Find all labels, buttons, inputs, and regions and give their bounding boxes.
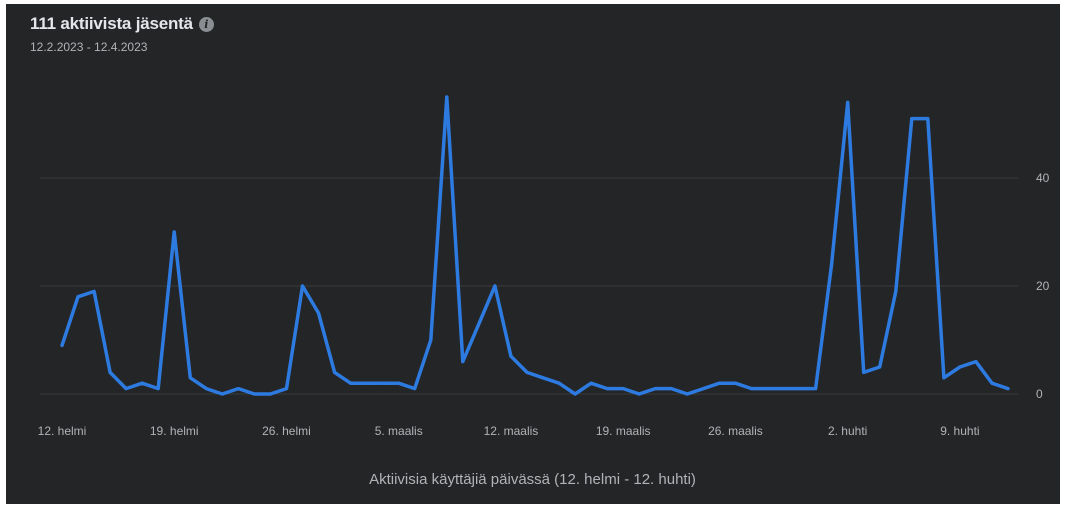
chart-header: 111 aktiivista jäsentä i — [30, 14, 214, 34]
data-point — [605, 387, 609, 391]
data-point — [701, 387, 705, 391]
data-point — [92, 289, 96, 293]
data-point — [349, 381, 353, 385]
data-point — [782, 387, 785, 391]
series-line-0 — [60, 95, 1010, 396]
x-tick-label: 19. maalis — [596, 424, 651, 438]
data-point — [413, 387, 417, 391]
data-point — [862, 370, 866, 374]
data-point — [461, 360, 465, 364]
data-point — [766, 387, 769, 391]
data-point — [974, 360, 978, 364]
data-point — [220, 392, 224, 396]
data-point — [429, 338, 433, 342]
data-point — [990, 381, 994, 385]
data-point — [798, 387, 802, 391]
x-tick-label: 19. helmi — [150, 424, 199, 438]
chart-title: 111 aktiivista jäsentä — [30, 14, 193, 33]
data-point — [188, 376, 192, 380]
y-tick-label: 0 — [1036, 387, 1043, 401]
data-point — [926, 117, 930, 121]
data-point — [637, 392, 641, 396]
data-point — [76, 295, 80, 299]
y-tick-label: 40 — [1036, 171, 1050, 185]
data-point — [509, 354, 513, 358]
data-point — [814, 387, 818, 391]
data-point — [333, 370, 337, 374]
x-tick-label: 26. helmi — [262, 424, 311, 438]
data-point — [830, 262, 834, 266]
data-point — [172, 230, 176, 234]
data-point — [285, 387, 288, 391]
data-point — [445, 95, 449, 99]
data-point — [365, 381, 369, 385]
data-point — [140, 381, 144, 385]
x-tick-label: 5. maalis — [375, 424, 423, 438]
data-point — [942, 376, 946, 380]
data-point — [236, 387, 240, 391]
data-point — [958, 365, 962, 369]
data-point — [252, 392, 256, 396]
data-point — [717, 381, 721, 385]
data-point — [317, 311, 320, 315]
data-point — [685, 392, 689, 396]
x-tick-label: 9. huhti — [940, 424, 979, 438]
data-point — [381, 381, 385, 385]
data-point — [733, 381, 737, 385]
data-point — [846, 100, 850, 104]
x-axis-title: Aktiivisia käyttäjiä päivässä (12. helmi… — [369, 471, 696, 488]
data-point — [60, 343, 64, 347]
data-point — [301, 284, 304, 288]
data-point — [493, 284, 497, 288]
data-point — [525, 370, 529, 374]
data-point — [397, 381, 401, 385]
data-point — [477, 322, 481, 326]
data-point — [669, 387, 673, 391]
info-icon[interactable]: i — [198, 16, 214, 32]
data-point — [124, 387, 128, 391]
data-point — [653, 387, 657, 391]
chart-card — [6, 4, 1060, 504]
x-tick-label: 12. maalis — [484, 424, 539, 438]
data-point — [268, 392, 272, 396]
data-point — [1006, 387, 1010, 391]
data-point — [589, 381, 593, 385]
data-point — [557, 381, 561, 385]
data-point — [910, 117, 914, 121]
x-tick-label: 2. huhti — [828, 424, 867, 438]
y-tick-label: 20 — [1036, 279, 1050, 293]
data-point — [894, 289, 898, 293]
x-tick-label: 12. helmi — [38, 424, 87, 438]
data-point — [573, 392, 577, 396]
data-point — [204, 387, 208, 391]
data-point — [621, 387, 625, 391]
data-point — [878, 365, 882, 369]
data-point — [108, 370, 112, 374]
x-tick-label: 26. maalis — [708, 424, 763, 438]
date-range: 12.2.2023 - 12.4.2023 — [30, 40, 148, 54]
data-point — [156, 387, 160, 391]
data-point — [541, 376, 545, 380]
data-point — [750, 387, 753, 391]
